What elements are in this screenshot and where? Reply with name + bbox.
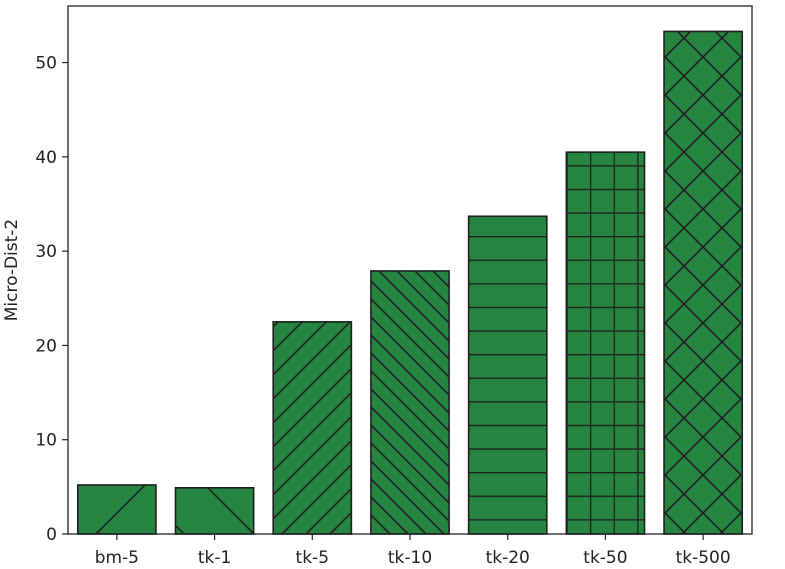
y-tick-label: 20: [35, 336, 57, 356]
bar-tk-1: [174, 486, 255, 535]
y-tick-label: 30: [35, 242, 57, 262]
bar-bm-5: [76, 484, 157, 535]
y-axis-label: Micro-Dist-2: [2, 219, 22, 322]
y-axis: 0 10 20 30 40 50: [35, 54, 68, 545]
x-tick-label: tk-1: [198, 548, 231, 568]
bar-tk-50: [565, 151, 646, 535]
bar-tk-5: [272, 321, 353, 535]
x-tick-label: tk-20: [486, 548, 530, 568]
y-tick-label: 10: [35, 431, 57, 451]
y-tick-label: 40: [35, 148, 57, 168]
y-tick-label: 0: [46, 525, 57, 545]
plot-frame: [67, 5, 753, 535]
x-tick-label: bm-5: [95, 548, 139, 568]
bars-group: [76, 30, 744, 535]
x-tick-label: tk-10: [388, 548, 432, 568]
x-tick-label: tk-50: [583, 548, 627, 568]
y-tick-label: 50: [35, 54, 57, 74]
bar-tk-10: [370, 270, 450, 535]
x-tick-label: tk-500: [676, 548, 731, 568]
x-axis: bm-5 tk-1 tk-5 tk-10 tk-20 tk-50 tk-500: [95, 534, 731, 568]
x-tick-label: tk-5: [296, 548, 329, 568]
bar-tk-20: [467, 215, 548, 535]
bar-tk-500: [663, 30, 744, 535]
